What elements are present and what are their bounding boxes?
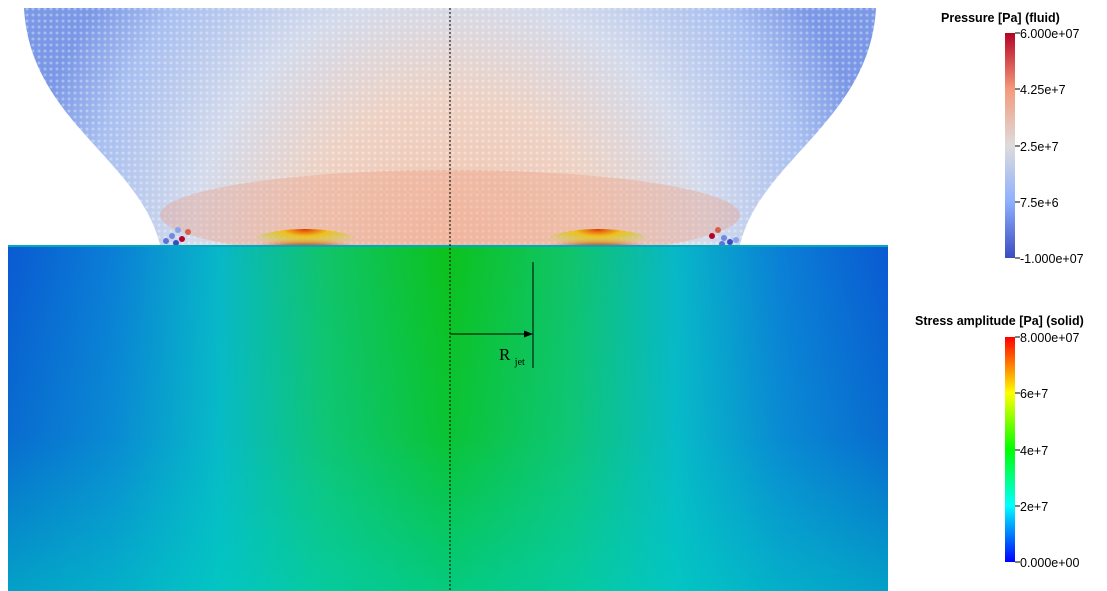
- solid-domain: [8, 229, 888, 591]
- stress-tick-label: 4e+7: [1020, 444, 1048, 458]
- pressure-tick-label: 7.5e+6: [1020, 196, 1059, 210]
- svg-text:R jet: R jet: [499, 345, 525, 368]
- jet-radius-annotation: R jet: [450, 262, 534, 368]
- stress-colorbar-title: Stress amplitude [Pa] (solid): [915, 314, 1084, 328]
- stress-colorbar: Stress amplitude [Pa] (solid) 8.000e+07 …: [915, 314, 1084, 570]
- stress-tick-label: 2e+7: [1020, 500, 1048, 514]
- pressure-colorbar-title: Pressure [Pa] (fluid): [941, 11, 1060, 25]
- splash-particles: [163, 227, 739, 247]
- pressure-tick-label: -1.000e+07: [1020, 252, 1084, 266]
- stress-tick-label: 0.000e+00: [1020, 556, 1079, 570]
- pressure-tick-label: 2.5e+7: [1020, 140, 1059, 154]
- jet-radius-label: R: [499, 345, 511, 364]
- fluid-droplet: [24, 8, 876, 258]
- jet-radius-subscript: jet: [514, 357, 525, 368]
- stress-tick-label: 8.000e+07: [1020, 331, 1079, 345]
- stress-tick-label: 6e+7: [1020, 387, 1048, 401]
- pressure-colorbar: Pressure [Pa] (fluid) 6.000e+07 4.25e+7 …: [941, 11, 1084, 266]
- pressure-tick-label: 4.25e+7: [1020, 83, 1066, 97]
- pressure-tick-label: 6.000e+07: [1020, 27, 1079, 41]
